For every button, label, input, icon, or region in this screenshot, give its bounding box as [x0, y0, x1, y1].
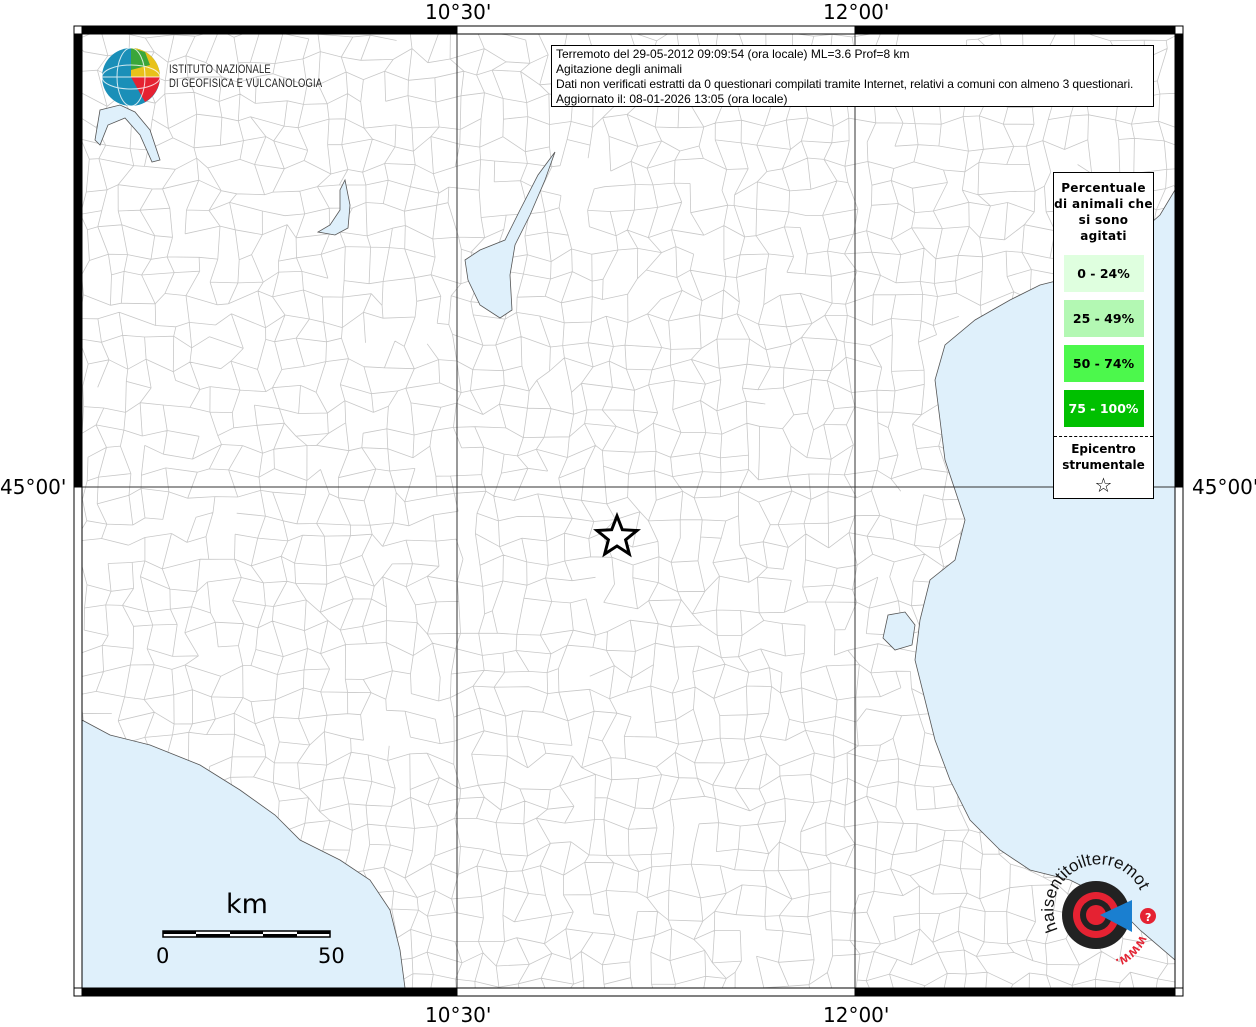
scale-max: 50	[318, 944, 345, 968]
lake-iseo	[316, 178, 351, 236]
legend-class-1: 25 - 49%	[1063, 300, 1144, 337]
lon-tick-bottom-2: 12°00'	[823, 1003, 890, 1027]
frame-segment	[73, 486, 83, 989]
scale-bar	[162, 930, 331, 938]
lat-tick-left: 45°00'	[0, 475, 67, 499]
frame-segment	[854, 987, 1176, 997]
map-subject: Agitazione degli animali	[556, 62, 683, 76]
help-icon: ?	[1145, 911, 1151, 924]
legend-class-3: 75 - 100%	[1063, 390, 1144, 427]
ingv-logo	[101, 47, 161, 107]
event-title: Terremoto del 29-05-2012 09:09:54 (ora l…	[556, 47, 910, 61]
frame-segment	[1174, 486, 1184, 989]
frame-segment	[81, 25, 458, 35]
epicenter-star-icon[interactable]	[593, 511, 641, 558]
lake-como	[94, 104, 161, 163]
frame-segment	[1174, 33, 1184, 488]
lon-tick-top-2: 12°00'	[823, 0, 890, 24]
ingv-name-line2: DI GEOFISICA E VULCANOLOGIA	[169, 78, 323, 90]
legend-separator	[1054, 436, 1153, 437]
lon-tick-bottom-1: 10°30'	[425, 1003, 492, 1027]
frame-segment	[456, 987, 856, 997]
ingv-name-line1: ISTITUTO NAZIONALE	[169, 64, 271, 76]
scale-min: 0	[156, 944, 170, 968]
graticule	[82, 34, 1175, 988]
scale-unit: km	[226, 889, 268, 920]
lake-garda	[464, 151, 556, 319]
border-lines	[82, 34, 1175, 988]
updated-time: Aggiornato il: 08-01-2026 13:05 (ora loc…	[556, 92, 788, 106]
event-info-box: Terremoto del 29-05-2012 09:09:54 (ora l…	[551, 45, 1154, 107]
legend-class-2: 50 - 74%	[1063, 345, 1144, 382]
ingv-logo-text: ISTITUTO NAZIONALE DI GEOFISICA E VULCAN…	[169, 63, 322, 91]
frame-segment	[854, 25, 1176, 35]
data-note: Dati non verificati estratti da 0 questi…	[556, 77, 1134, 91]
comacchio-lagoon	[882, 611, 916, 651]
map-frame	[73, 25, 1184, 997]
legend-title: Percentuale di animali che si sono agita…	[1054, 181, 1153, 243]
tyrrhenian-sea	[82, 719, 406, 988]
star-outline-icon: ☆	[1094, 473, 1113, 497]
lat-tick-right: 45°00'	[1192, 475, 1256, 499]
frame-segment	[73, 33, 83, 488]
frame-segment	[81, 33, 1176, 989]
municipality-borders	[82, 34, 1175, 988]
frame-segment	[81, 987, 458, 997]
legend-class-0: 0 - 24%	[1063, 255, 1144, 292]
legend: Percentuale di animali che si sono agita…	[1053, 172, 1154, 499]
frame-segment	[456, 25, 856, 35]
legend-epicenter-label: Epicentro strumentale	[1062, 442, 1145, 472]
lon-tick-top-1: 10°30'	[425, 0, 492, 24]
